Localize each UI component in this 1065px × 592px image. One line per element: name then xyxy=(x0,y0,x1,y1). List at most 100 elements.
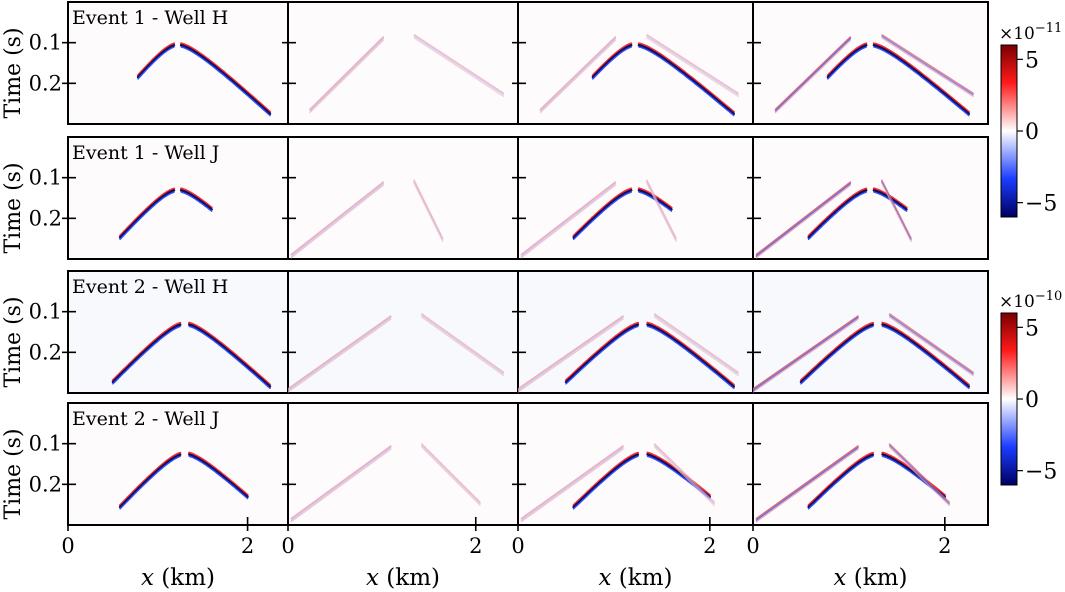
secondary-arrival-left xyxy=(309,37,385,112)
primary-arrival-left xyxy=(564,321,639,382)
primary-arrival-right xyxy=(188,455,249,500)
primary-arrival-left xyxy=(119,451,182,507)
secondary-arrival-right xyxy=(888,316,974,377)
primary-arrival-left xyxy=(119,455,181,510)
primary-arrival-right xyxy=(180,46,271,117)
secondary-arrival-left xyxy=(309,39,385,114)
x-axis-label: x (km) xyxy=(599,565,673,591)
secondary-arrival-left xyxy=(774,37,852,112)
panel-r2-c2 xyxy=(282,136,519,260)
panel-frame xyxy=(517,136,754,260)
secondary-arrival-right xyxy=(645,182,677,243)
secondary-arrival-left xyxy=(774,35,852,111)
panel-data xyxy=(774,33,975,117)
panel-frame xyxy=(287,402,519,526)
primary-arrival-left xyxy=(807,189,868,239)
secondary-arrival-right xyxy=(881,33,975,95)
panel-data xyxy=(753,313,975,393)
y-axis-label: Time (s) xyxy=(1,428,26,519)
y-axis-label: Time (s) xyxy=(1,27,26,118)
primary-arrival-right xyxy=(188,451,249,497)
panel-row-label: Event 1 - Well H xyxy=(72,7,228,29)
panel-row-label: Event 2 - Well J xyxy=(72,408,219,430)
primary-arrival-right xyxy=(179,44,272,115)
primary-arrival-left xyxy=(572,451,639,507)
y-tick-label: 0.1 xyxy=(29,166,62,190)
panel-frame xyxy=(67,136,289,260)
secondary-arrival-right xyxy=(888,444,951,505)
secondary-arrival-right xyxy=(420,446,481,507)
panel-frame xyxy=(752,1,989,125)
panel-r2-c4 xyxy=(747,136,989,260)
primary-arrival-left xyxy=(111,323,182,384)
secondary-arrival-left xyxy=(755,184,852,259)
panel-row-label: Event 1 - Well J xyxy=(72,142,219,164)
panel-data xyxy=(118,451,249,510)
panel-data xyxy=(290,443,482,523)
secondary-arrival-left xyxy=(753,316,859,392)
primary-arrival-left xyxy=(136,42,176,77)
primary-arrival-left xyxy=(807,453,875,509)
secondary-arrival-right xyxy=(880,182,912,243)
x-axis-label: x (km) xyxy=(834,565,908,591)
colorbar-exponent: ×10−10 xyxy=(999,289,1062,312)
panel-frame xyxy=(287,270,519,394)
secondary-arrival-left xyxy=(290,182,385,258)
primary-arrival-right xyxy=(638,46,735,117)
panel-r3-c1: Event 2 - Well H xyxy=(62,270,289,394)
colorbar-gradient xyxy=(1000,312,1018,486)
primary-arrival-left xyxy=(118,189,176,239)
primary-arrival-right xyxy=(872,44,970,115)
secondary-arrival-right xyxy=(413,182,444,243)
panel-r2-c3 xyxy=(512,136,754,260)
panel-row-label: Event 2 - Well H xyxy=(72,276,228,298)
secondary-arrival-left xyxy=(518,316,624,392)
secondary-arrival-right xyxy=(880,179,912,240)
primary-arrival-right xyxy=(180,187,213,209)
primary-arrival-right xyxy=(881,325,970,390)
secondary-arrival-left xyxy=(755,448,859,523)
secondary-arrival-left xyxy=(755,182,852,258)
colorbar-tick-label: 5 xyxy=(1025,48,1039,73)
primary-arrival-left xyxy=(136,44,176,79)
y-tick-label: 0.2 xyxy=(29,472,62,496)
secondary-arrival-left xyxy=(520,182,617,258)
y-tick-label: 0.1 xyxy=(29,300,62,324)
panel-r4-c4 xyxy=(747,402,989,531)
primary-arrival-right xyxy=(180,191,213,212)
panel-data xyxy=(290,179,444,259)
secondary-arrival-left xyxy=(520,184,617,259)
secondary-arrival-right xyxy=(653,446,716,507)
y-tick-label: 0.2 xyxy=(29,71,62,95)
secondary-arrival-left xyxy=(518,315,624,390)
panel-frame xyxy=(67,402,289,526)
primary-arrival-right xyxy=(872,42,970,114)
secondary-arrival-right xyxy=(413,180,444,241)
panel-r3-c2 xyxy=(282,270,519,394)
primary-arrival-right xyxy=(188,323,272,388)
secondary-arrival-right xyxy=(420,443,482,504)
primary-arrival-left xyxy=(592,46,632,80)
panel-data xyxy=(520,443,716,523)
panel-frame xyxy=(287,1,519,125)
primary-arrival-left xyxy=(119,191,175,241)
secondary-arrival-right xyxy=(881,35,974,96)
panel-frame xyxy=(517,402,754,526)
x-axis-label: x (km) xyxy=(141,565,215,591)
secondary-arrival-right xyxy=(646,33,740,95)
primary-arrival-left xyxy=(591,44,633,79)
secondary-arrival-right xyxy=(420,313,505,374)
panel-grid: Event 1 - Well H Event 1 - Well J Event 2 … xyxy=(62,1,989,531)
x-tick-label: 2 xyxy=(469,534,482,558)
primary-arrival-left xyxy=(827,46,867,80)
panel-frame xyxy=(517,1,754,125)
secondary-arrival-left xyxy=(520,446,624,522)
x-tick-label: 0 xyxy=(61,534,74,558)
secondary-arrival-left xyxy=(755,445,859,520)
primary-arrival-right xyxy=(881,323,970,388)
secondary-arrival-left xyxy=(755,446,859,522)
primary-arrival-right xyxy=(179,189,213,211)
primary-arrival-left xyxy=(800,325,874,385)
panel-frame xyxy=(67,1,289,125)
secondary-arrival-right xyxy=(881,37,974,98)
